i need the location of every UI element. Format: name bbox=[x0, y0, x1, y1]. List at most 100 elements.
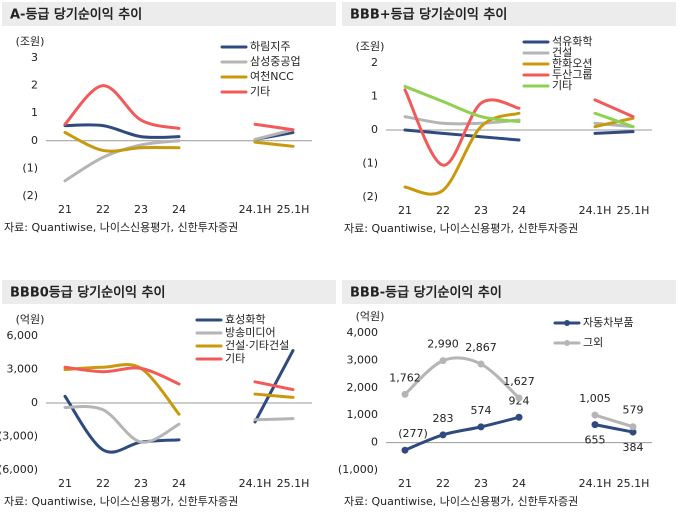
y-tick-label: (1) bbox=[362, 157, 378, 170]
legend-label: 하림지주 bbox=[250, 39, 290, 53]
series-line bbox=[403, 84, 521, 124]
series-line bbox=[253, 140, 295, 148]
point-marker bbox=[591, 411, 599, 419]
series-line bbox=[63, 394, 181, 454]
data-label: (277) bbox=[398, 427, 428, 440]
y-tick-label: 1 bbox=[371, 90, 378, 103]
series-line bbox=[403, 115, 521, 126]
chart-title: BBB0등급 당기순이익 추이 bbox=[10, 285, 165, 301]
chart-title: BBB-등급 당기순이익 추이 bbox=[350, 285, 502, 301]
x-tick-label: 24 bbox=[512, 477, 526, 490]
legend-label: 그외 bbox=[583, 336, 603, 349]
series-line bbox=[403, 415, 521, 452]
x-tick-label: 23 bbox=[474, 477, 488, 490]
point-marker bbox=[515, 394, 523, 402]
series-line bbox=[593, 98, 635, 119]
y-tick-label: 2 bbox=[31, 79, 38, 92]
chart-title: A-등급 당기순이익 추이 bbox=[10, 7, 142, 23]
source-note: 자료: Quantiwise, 나이스신용평가, 신한투자증권 bbox=[4, 221, 238, 234]
x-tick-label: 21 bbox=[398, 204, 412, 217]
point-marker bbox=[401, 446, 409, 454]
data-label: 1,005 bbox=[579, 392, 611, 405]
series-line bbox=[403, 111, 521, 196]
y-tick-label: 0 bbox=[31, 396, 38, 409]
y-tick-label: 6,000 bbox=[7, 329, 39, 342]
title-band bbox=[2, 2, 336, 26]
x-tick-label: 22 bbox=[436, 477, 450, 490]
unit-label: (억원) bbox=[356, 310, 385, 323]
x-tick-label: 22 bbox=[96, 203, 110, 216]
x-tick-label: 24.1H bbox=[239, 477, 272, 490]
legend-label: 자동차부품 bbox=[583, 316, 634, 329]
data-label: 655 bbox=[585, 434, 606, 447]
y-tick-label: (6,000) bbox=[0, 463, 38, 476]
point-marker bbox=[629, 423, 637, 431]
series-line bbox=[253, 380, 295, 392]
series-line bbox=[63, 131, 181, 153]
legend-label: 건설·기타건설 bbox=[225, 339, 289, 352]
y-tick-label: (2) bbox=[22, 189, 38, 202]
legend-label: 기타 bbox=[250, 85, 270, 98]
series-line bbox=[63, 84, 181, 130]
data-label: 283 bbox=[433, 412, 454, 425]
y-tick-label: 1,000 bbox=[347, 408, 379, 421]
series-line bbox=[63, 405, 181, 444]
x-tick-label: 25.1H bbox=[277, 203, 310, 216]
y-tick-label: 3 bbox=[31, 51, 38, 64]
point-marker bbox=[515, 413, 523, 421]
series-line bbox=[593, 130, 635, 135]
legend-label: 기타 bbox=[552, 79, 572, 92]
legend-label: 방송미디어 bbox=[225, 326, 276, 339]
series-line bbox=[63, 123, 181, 139]
series-line bbox=[253, 417, 295, 422]
x-tick-label: 22 bbox=[436, 204, 450, 217]
x-tick-label: 23 bbox=[474, 204, 488, 217]
source-note: 자료: Quantiwise, 나이스신용평가, 신한투자증권 bbox=[344, 495, 578, 508]
source-note: 자료: Quantiwise, 나이스신용평가, 신한투자증권 bbox=[4, 495, 238, 508]
unit-label: (억원) bbox=[16, 313, 45, 326]
data-label: 1,627 bbox=[503, 375, 535, 388]
y-tick-label: (1,000) bbox=[338, 463, 378, 476]
point-marker bbox=[401, 390, 409, 398]
legend-label: 효성화학 bbox=[225, 313, 265, 326]
legend-label: 여천NCC bbox=[250, 69, 294, 83]
series-line bbox=[403, 356, 521, 400]
x-tick-label: 24.1H bbox=[579, 477, 612, 490]
legend-label: 기타 bbox=[225, 352, 245, 365]
legend-marker bbox=[564, 320, 570, 326]
y-tick-label: 2,000 bbox=[347, 381, 379, 394]
y-tick-label: 4,000 bbox=[347, 326, 379, 339]
x-tick-label: 24.1H bbox=[239, 203, 272, 216]
data-label: 1,762 bbox=[389, 371, 421, 384]
series-line bbox=[403, 88, 521, 167]
x-tick-label: 24.1H bbox=[579, 204, 612, 217]
series-line bbox=[63, 365, 181, 386]
x-tick-label: 24 bbox=[172, 477, 186, 490]
legend-label: 삼성중공업 bbox=[250, 55, 301, 68]
unit-label: (조원) bbox=[356, 40, 385, 53]
point-marker bbox=[477, 360, 485, 368]
x-tick-label: 21 bbox=[58, 203, 72, 216]
source-note: 자료: Quantiwise, 나이스신용평가, 신한투자증권 bbox=[344, 222, 578, 235]
x-tick-label: 25.1H bbox=[277, 477, 310, 490]
y-tick-label: 1 bbox=[31, 106, 38, 119]
data-label: 2,867 bbox=[465, 341, 497, 354]
data-label: 574 bbox=[471, 404, 492, 417]
point-marker bbox=[439, 357, 447, 365]
y-tick-label: (2) bbox=[362, 190, 378, 203]
y-tick-label: (1) bbox=[22, 161, 38, 174]
title-band bbox=[2, 280, 336, 304]
y-tick-label: 3,000 bbox=[347, 353, 379, 366]
x-tick-label: 24 bbox=[512, 204, 526, 217]
point-marker bbox=[591, 421, 599, 429]
unit-label: (조원) bbox=[16, 35, 45, 48]
point-marker bbox=[477, 423, 485, 431]
y-tick-label: 0 bbox=[371, 123, 378, 136]
x-tick-label: 23 bbox=[134, 477, 148, 490]
y-tick-label: 0 bbox=[371, 436, 378, 449]
series-line bbox=[593, 111, 635, 129]
x-tick-label: 25.1H bbox=[617, 204, 650, 217]
y-tick-label: 2 bbox=[371, 56, 378, 69]
x-tick-label: 25.1H bbox=[617, 477, 650, 490]
